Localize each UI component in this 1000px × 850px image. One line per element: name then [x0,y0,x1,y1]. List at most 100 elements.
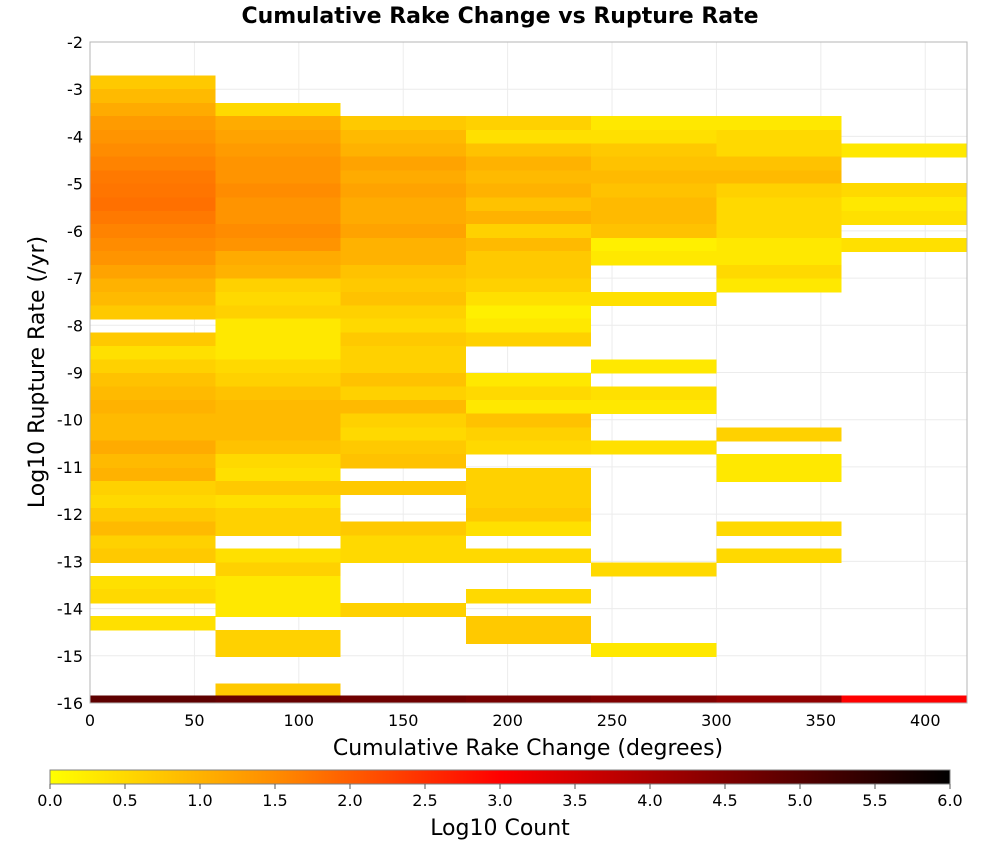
heatmap-cell [340,211,466,226]
heatmap-cell [340,548,466,563]
heatmap-cell [215,116,341,131]
heatmap-cell-bottom [215,695,341,703]
heatmap-cell [90,616,216,631]
heatmap-cell [215,413,341,428]
heatmap-cell [465,143,592,158]
plot-frame [89,41,968,704]
heatmap-cell [90,183,216,198]
heatmap-cell [340,305,466,320]
heatmap-cell [215,318,341,333]
heatmap-cell [465,211,592,226]
heatmap-cell [465,183,592,198]
heatmap-cell [591,170,717,185]
heatmap-cell [340,264,466,280]
heatmap-cell [465,332,592,347]
heatmap-cell [716,224,842,239]
heatmap-cell [465,116,592,131]
heatmap-cell [90,521,216,536]
heatmap-cell [90,589,216,604]
colorbar-tick-label: 3.0 [487,791,512,810]
colorbar-tick-label: 2.5 [412,791,437,810]
heatmap-cell [340,143,466,158]
x-tick-label: 400 [910,711,941,730]
y-tick-label: -9 [67,364,83,383]
heatmap-cell [215,237,341,253]
y-tick-label: -4 [67,127,83,146]
heatmap-cell [591,399,717,415]
heatmap-cell [591,386,717,401]
heatmap-cell [465,440,592,455]
heatmap-cell [215,102,341,118]
heatmap-cell [340,318,466,333]
heatmap-cell [90,535,216,550]
heatmap-cell [90,224,216,239]
heatmap-cell [340,183,466,198]
heatmap-cell [90,467,216,483]
heatmap-cell [465,278,592,293]
heatmap-cell [215,359,341,374]
x-tick-label: 200 [492,711,523,730]
heatmap-cell [716,467,842,483]
y-tick-label: -6 [67,222,83,241]
heatmap-cell [465,170,592,185]
heatmap-cell [591,440,717,455]
heatmap-cell [215,548,341,563]
heatmap-cell [90,170,216,185]
heatmap-cell [465,413,592,428]
colorbar-tick-label: 5.0 [787,791,812,810]
heatmap-cell [465,251,592,266]
heatmap-cell [215,129,341,144]
heatmap-cell [215,251,341,266]
colorbar-tick-label: 5.5 [862,791,887,810]
colorbar-tick-label: 4.0 [637,791,662,810]
heatmap-cell [591,237,717,253]
heatmap-cell [215,589,341,604]
heatmap-cell [90,129,216,144]
colorbar-tick-label: 2.0 [337,791,362,810]
heatmap-cell [215,305,341,320]
heatmap-cell [215,562,341,577]
heatmap-cell [215,467,341,483]
heatmap-cell [841,211,967,226]
heatmap-cell [215,683,341,698]
heatmap-cell [841,143,967,158]
colorbar-tick-label: 4.5 [712,791,737,810]
heatmap-cell [465,386,592,401]
y-tick-label: -8 [67,316,83,335]
heatmap-cell [716,156,842,171]
plot-area [89,41,968,704]
heatmap-cell [465,589,592,604]
heatmap-cell [90,197,216,212]
heatmap-cell [465,291,592,306]
heatmap-cell [215,521,341,536]
heatmap-cell [90,346,216,361]
heatmap-cell [340,237,466,253]
heatmap-cell [90,291,216,306]
heatmap-cell [716,211,842,226]
heatmap-cell [716,116,842,131]
heatmap-cell [465,197,592,212]
heatmap-cell [465,129,592,144]
x-tick-label: 0 [85,711,95,730]
heatmap-cell [465,305,592,320]
heatmap-cell [90,575,216,591]
heatmap-cell-bottom [591,695,717,703]
heatmap-cell [340,359,466,374]
heatmap-cell [340,399,466,415]
heatmap-cell [841,237,967,253]
heatmap-cell [591,562,717,577]
heatmap-cell [215,399,341,415]
heatmap-cell [591,291,717,306]
heatmap-cell [90,89,216,104]
heatmap-cell [465,521,592,536]
heatmap-cell [716,170,842,185]
y-tick-labels: -2 -3 -4 -5 -6 -7 -8 -9 -10 -11 -12 -13 -14 -15 -16 [57,33,83,713]
heatmap-cell [215,629,341,644]
heatmap-cell [340,386,466,401]
heatmap-cell [90,278,216,293]
heatmap-cell [591,129,717,144]
heatmap-cell [340,251,466,266]
heatmap-cell [90,251,216,266]
heatmap-cell [340,197,466,212]
heatmap-cell [591,643,717,658]
